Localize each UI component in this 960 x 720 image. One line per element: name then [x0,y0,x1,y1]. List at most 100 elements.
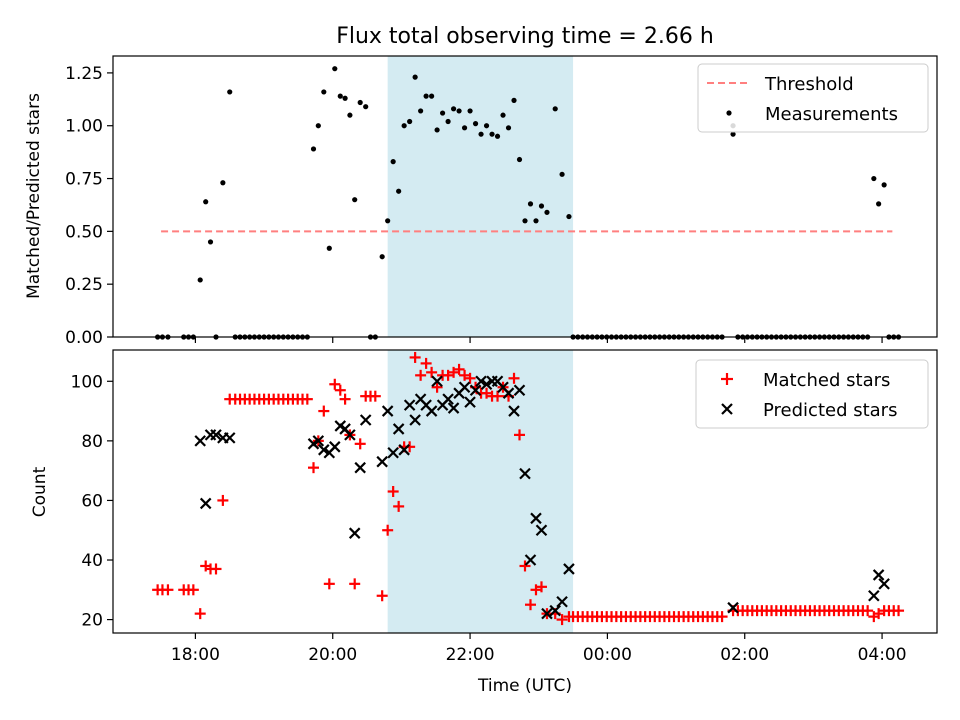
measurement-point [197,277,203,283]
count-x-ticks: 18:00 20:00 22:00 00:00 02:00 04:00 [171,633,907,665]
matched-star-point [210,563,222,575]
matched-star-point [339,393,351,405]
measurement-point [538,203,545,209]
predicted-star-point [210,429,222,441]
predicted-star-point [312,435,325,447]
x-tick-label: 04:00 [858,645,907,665]
predicted-star-point [329,441,341,453]
measurement-point [332,66,338,72]
measurement-point [494,133,501,139]
measurement-point [315,123,321,129]
predicted-star-point [530,512,542,525]
x-tick-label: 22:00 [446,645,495,665]
predicted-star-point [194,435,206,447]
x-tick-label: 00:00 [583,645,632,665]
predicted-star-point [524,554,537,566]
predicted-star-point [541,607,553,620]
measurement-point [401,123,407,129]
predicted-star-point [878,578,890,590]
threshold-legend-label: Threshold [764,74,854,95]
predicted-star-point [442,393,454,405]
measurement-point [445,118,451,125]
matched-star-point [893,605,905,617]
predicted-star-point [868,589,880,602]
y-tick-label: 60 [81,491,103,511]
predicted-star-point [199,497,212,510]
matched-star-point [369,390,381,402]
measurement-point [390,159,396,165]
matched-star-point [862,605,874,617]
ratio-legend: Threshold Measurements [697,63,929,133]
y-tick-label: 0.00 [65,328,103,348]
measurement-point [326,245,332,251]
predicted-star-point [392,423,405,435]
matched-star-point [387,486,399,497]
matched-star-point [187,584,199,596]
matched-star-point [415,369,427,381]
y-tick-label: 20 [81,611,103,631]
predicted-star-point [464,396,476,408]
y-tick-label: 40 [81,551,103,571]
chart-title: Flux total observing time = 2.66 h [336,24,714,49]
matched-star-point [519,560,531,572]
count-y-label: Count [30,466,50,517]
matched-star-point [329,378,341,390]
y-tick-label: 80 [81,432,103,452]
predicted-legend-label: Predicted stars [763,400,897,421]
measurement-point [342,95,348,101]
matched-star-point [514,429,526,441]
measurement-point [321,89,327,95]
matched-star-point [426,366,438,378]
predicted-star-point [398,444,410,456]
measurements-legend-swatch [726,110,732,116]
matched-star-point [393,500,405,512]
measurement-point [505,125,512,131]
y-tick-label: 1.25 [65,64,103,84]
measurements-legend-label: Measurements [765,104,898,125]
y-tick-label: 0.50 [65,222,103,242]
predicted-star-point [431,375,443,388]
measurement-point [227,89,233,95]
matched-stars-points [152,351,905,626]
matched-star-point [382,524,394,536]
predicted-star-point [563,563,575,575]
predicted-star-point [223,432,236,444]
matched-star-point [334,384,346,396]
measurement-point [489,131,495,137]
count-panel: 20 40 60 80 100 18:00 20:00 22:00 00:00 02:00 04:… [30,349,938,696]
measurement-point [347,112,353,118]
measurement-point [881,182,887,188]
measurement-point [511,97,517,103]
predicted-star-point [535,524,548,537]
predicted-star-point [359,414,372,426]
measurement-point [500,112,506,118]
x-tick-label: 18:00 [171,645,220,665]
predicted-star-point [549,604,561,617]
predicted-star-point [318,444,330,456]
matched-star-point [323,578,335,590]
matched-star-point [409,351,421,363]
predicted-star-point [425,405,438,417]
measurement-point [412,74,418,80]
matched-star-point [301,393,313,405]
predicted-star-point [556,595,568,608]
matched-star-point [318,405,330,417]
predicted-star-point [480,378,493,391]
measurement-point [467,108,473,114]
measurement-point [461,125,468,131]
matched-star-point [162,584,174,596]
matched-star-point [376,590,388,602]
predicted-legend-swatch [721,403,733,415]
predicted-star-point [348,527,361,539]
matched-star-point [556,614,568,626]
measurement-point [429,93,435,99]
matched-star-point [349,578,361,590]
y-tick-label: 1.00 [65,117,103,137]
measurement-point [566,213,572,220]
observing-span-top [387,56,574,337]
matched-star-point [453,363,465,375]
matched-star-point [524,599,536,611]
measurement-point [310,146,317,152]
predicted-star-point [447,402,460,414]
